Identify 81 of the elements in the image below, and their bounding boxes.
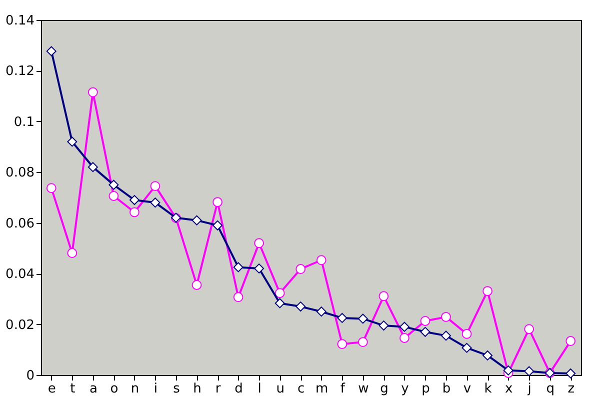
- point: [254, 264, 264, 274]
- x-tick-label: q: [546, 382, 554, 396]
- point: [378, 320, 389, 331]
- point: [108, 191, 119, 201]
- point: [129, 207, 140, 218]
- point: [108, 180, 119, 190]
- x-tick-label: u: [276, 382, 284, 396]
- point: [150, 181, 160, 192]
- x-tick-label: h: [193, 382, 202, 396]
- y-tick-label: 0: [26, 368, 34, 384]
- point: [67, 136, 78, 147]
- point: [566, 368, 576, 378]
- x-tick-label: g: [380, 382, 388, 396]
- point: [420, 316, 430, 326]
- point: [316, 306, 326, 317]
- x-tick-label: j: [526, 382, 532, 396]
- point: [482, 286, 493, 296]
- point: [67, 248, 78, 258]
- point: [399, 333, 410, 343]
- y-tick-label: 0.06: [6, 216, 34, 232]
- point: [399, 322, 410, 332]
- point: [88, 87, 98, 98]
- y-tick-label: 0.1: [14, 114, 34, 130]
- x-tick-label: s: [173, 382, 180, 396]
- point: [274, 288, 285, 298]
- x-tick-label: i: [154, 382, 158, 396]
- point: [254, 238, 264, 248]
- x-tick-label: y: [401, 382, 410, 396]
- x-tick-label: c: [298, 382, 305, 396]
- x-tick-label: r: [215, 382, 222, 396]
- point: [129, 195, 140, 206]
- point: [46, 183, 56, 194]
- point: [150, 198, 160, 208]
- point: [192, 280, 202, 290]
- point: [482, 350, 493, 360]
- x-tick-label: w: [358, 382, 370, 396]
- point: [378, 291, 389, 302]
- point: [441, 312, 451, 322]
- point: [316, 255, 326, 266]
- x-tick-label: k: [484, 382, 492, 396]
- point: [192, 215, 202, 226]
- x-tick-label: m: [316, 382, 328, 396]
- x-tick-label: l: [258, 382, 262, 396]
- y-tick-label: 0.12: [6, 64, 34, 80]
- point: [337, 339, 348, 350]
- x-tick-label: p: [422, 382, 430, 396]
- point: [212, 197, 223, 208]
- x-tick-label: z: [568, 382, 575, 396]
- point: [46, 46, 56, 56]
- point: [524, 324, 534, 334]
- point: [420, 326, 430, 337]
- x-tick-label: n: [130, 382, 140, 396]
- x-tick-label: t: [70, 382, 76, 396]
- x-tick-label: d: [234, 382, 243, 396]
- x-tick-label: o: [110, 382, 118, 396]
- point: [462, 342, 472, 353]
- point: [233, 292, 244, 302]
- point: [462, 328, 472, 339]
- point: [274, 298, 285, 308]
- point: [296, 264, 306, 274]
- y-tick-label: 0.04: [6, 267, 34, 282]
- point: [88, 162, 98, 172]
- point: [524, 366, 534, 376]
- point: [296, 302, 306, 312]
- y-tick-label: 0.14: [6, 14, 34, 28]
- point: [358, 337, 368, 347]
- point: [358, 314, 368, 324]
- point: [337, 312, 348, 323]
- y-tick-label: 0.08: [6, 166, 34, 181]
- x-tick-label: e: [48, 382, 56, 396]
- x-tick-label: f: [340, 382, 346, 396]
- point: [566, 336, 576, 346]
- x-tick-label: a: [89, 382, 98, 396]
- point: [233, 262, 244, 272]
- x-tick-label: x: [504, 382, 513, 396]
- point: [212, 220, 223, 230]
- point: [503, 365, 514, 376]
- point: [441, 330, 451, 341]
- x-tick-label: b: [442, 382, 451, 396]
- y-tick-label: 0.02: [6, 318, 34, 333]
- x-tick-label: v: [463, 382, 472, 396]
